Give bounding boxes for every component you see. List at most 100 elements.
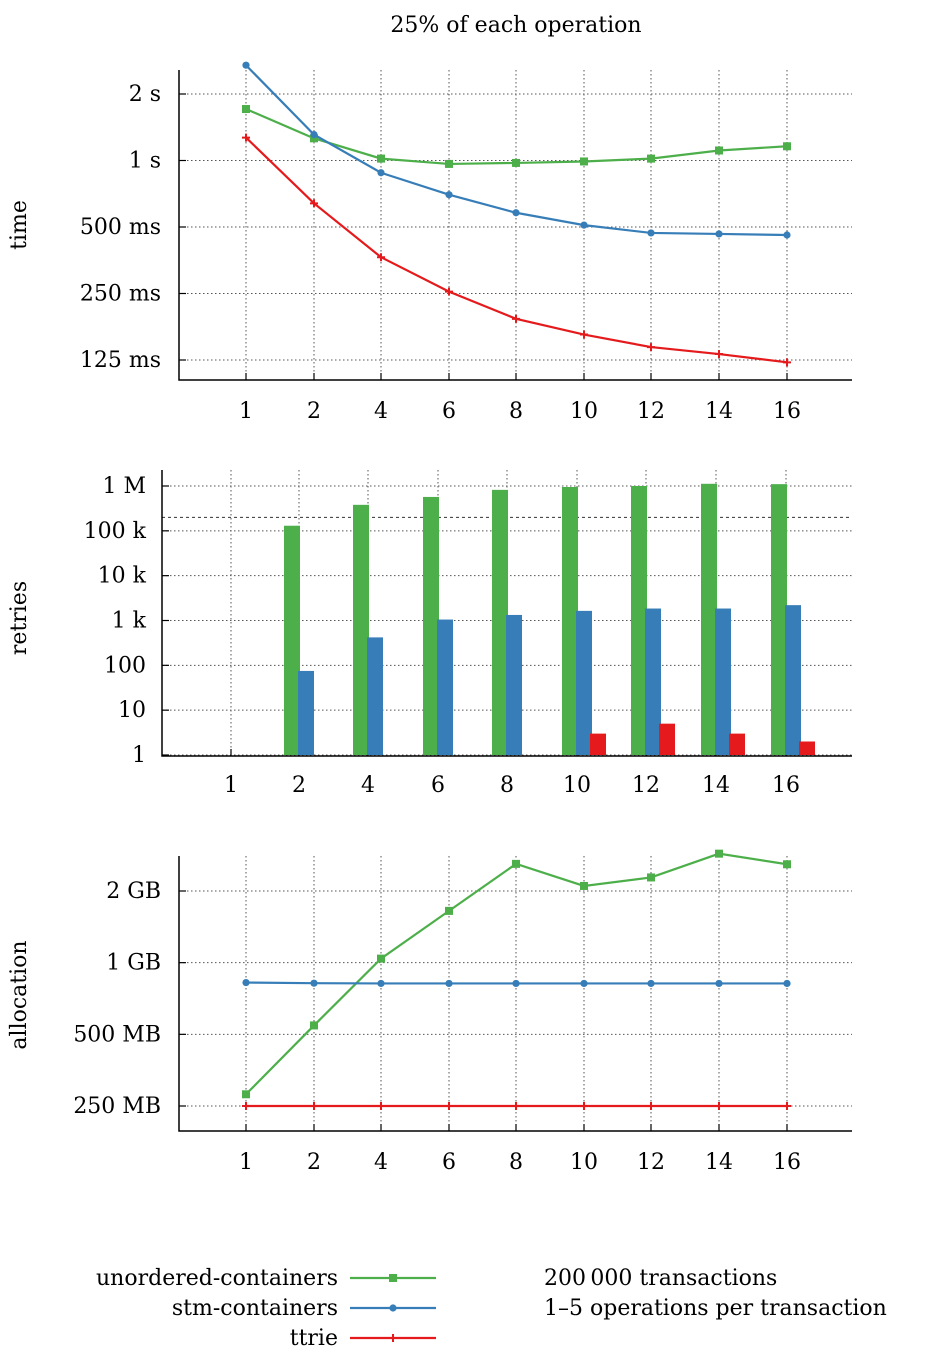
bar-stm <box>437 619 453 755</box>
y-tick-label: 1 M <box>102 474 146 499</box>
data-point-stm <box>445 979 453 988</box>
data-point-unordered <box>580 881 588 890</box>
data-point-unordered <box>445 906 453 915</box>
data-point-stm <box>310 979 318 987</box>
data-point-unordered <box>647 873 655 882</box>
x-tick-label: 4 <box>374 1150 388 1175</box>
x-tick-label: 10 <box>563 773 591 798</box>
bar-unordered <box>562 486 578 755</box>
note-transactions: 200 000 transactions <box>544 1266 777 1291</box>
x-tick-label: 2 <box>307 1150 321 1175</box>
data-point-ttrie <box>647 343 655 352</box>
data-point-ttrie <box>715 1102 723 1110</box>
legend-label-stm: stm-containers <box>172 1296 338 1321</box>
data-point-ttrie <box>783 358 791 367</box>
data-point-ttrie <box>580 1102 588 1110</box>
x-tick-label: 8 <box>500 773 514 798</box>
data-point-stm <box>580 221 588 229</box>
y-tick-label: 1 k <box>112 609 147 634</box>
bar-unordered <box>284 525 300 755</box>
data-point-ttrie <box>580 330 588 339</box>
bar-ttrie <box>590 733 606 755</box>
x-tick-label: 1 <box>239 399 253 424</box>
data-point-stm <box>445 191 453 199</box>
time-axis-frame <box>178 70 852 381</box>
x-tick-label: 8 <box>509 399 523 424</box>
x-tick-label: 14 <box>705 1150 733 1175</box>
bar-ttrie <box>799 741 815 755</box>
bar-stm <box>506 614 522 755</box>
y-tick-label: 2 s <box>129 82 161 107</box>
series-line-unordered <box>245 852 788 1096</box>
data-point-unordered <box>445 159 453 168</box>
legend: unordered-containers stm-containers ttri… <box>96 1266 436 1351</box>
x-tick-label: 2 <box>307 399 321 424</box>
legend-label-unordered: unordered-containers <box>96 1266 338 1291</box>
bar-stm <box>298 670 314 755</box>
data-point-ttrie <box>512 314 520 323</box>
data-point-stm <box>512 979 520 988</box>
x-tick-label: 6 <box>431 773 445 798</box>
bar-unordered <box>353 504 369 755</box>
y-tick-label: 1 s <box>129 149 161 174</box>
x-tick-label: 12 <box>637 1150 665 1175</box>
retries-axis-frame <box>161 470 852 757</box>
note-operations: 1–5 operations per transaction <box>544 1296 887 1321</box>
data-point-unordered <box>715 849 723 858</box>
data-point-stm <box>715 979 723 988</box>
bar-ttrie <box>659 723 675 755</box>
x-tick-label: 12 <box>637 399 665 424</box>
allocation-axis-frame <box>178 856 852 1132</box>
y-tick-label: 100 k <box>84 519 147 544</box>
data-point-unordered <box>580 157 588 166</box>
bar-unordered <box>423 496 439 755</box>
x-tick-label: 8 <box>509 1150 523 1175</box>
x-tick-label: 14 <box>702 773 730 798</box>
legend-marker-ttrie <box>389 1334 397 1342</box>
x-tick-label: 14 <box>705 399 733 424</box>
y-tick-label: 10 <box>118 698 146 723</box>
bar-stm <box>576 610 592 755</box>
data-point-ttrie <box>783 1102 791 1110</box>
bar-stm <box>715 608 731 755</box>
data-point-ttrie <box>242 1102 250 1110</box>
data-point-stm <box>715 230 723 238</box>
bar-unordered <box>701 483 717 755</box>
legend-marker-stm <box>389 1304 397 1312</box>
data-point-ttrie <box>512 1102 520 1110</box>
x-tick-label: 2 <box>292 773 306 798</box>
data-point-unordered <box>310 1021 318 1030</box>
x-tick-label: 1 <box>239 1150 253 1175</box>
legend-marker-unordered <box>389 1274 397 1282</box>
data-point-stm <box>242 978 250 987</box>
bar-ttrie <box>729 733 745 755</box>
data-point-unordered <box>647 154 655 163</box>
y-tick-label: 500 MB <box>73 1022 161 1047</box>
data-point-ttrie <box>445 1102 453 1110</box>
bar-unordered <box>492 489 508 755</box>
data-point-unordered <box>242 1090 250 1099</box>
time-axis-label: time <box>7 200 32 250</box>
data-point-unordered <box>377 154 385 163</box>
data-point-unordered <box>310 134 318 143</box>
notes: 200 000 transactions 1–5 operations per … <box>544 1266 887 1321</box>
y-tick-label: 1 <box>132 743 146 768</box>
bar-unordered <box>631 486 647 755</box>
allocation-axis-label: allocation <box>7 940 32 1049</box>
data-point-ttrie <box>377 253 385 262</box>
data-point-unordered <box>512 158 520 167</box>
data-point-ttrie <box>715 350 723 359</box>
data-point-ttrie <box>242 133 250 142</box>
y-tick-label: 250 ms <box>80 282 161 307</box>
data-point-ttrie <box>310 1102 318 1110</box>
y-tick-label: 10 k <box>98 564 147 589</box>
x-tick-label: 10 <box>570 399 598 424</box>
x-tick-label: 12 <box>632 773 660 798</box>
data-point-unordered <box>783 860 791 869</box>
legend-label-ttrie: ttrie <box>290 1326 338 1351</box>
data-point-stm <box>783 979 791 988</box>
